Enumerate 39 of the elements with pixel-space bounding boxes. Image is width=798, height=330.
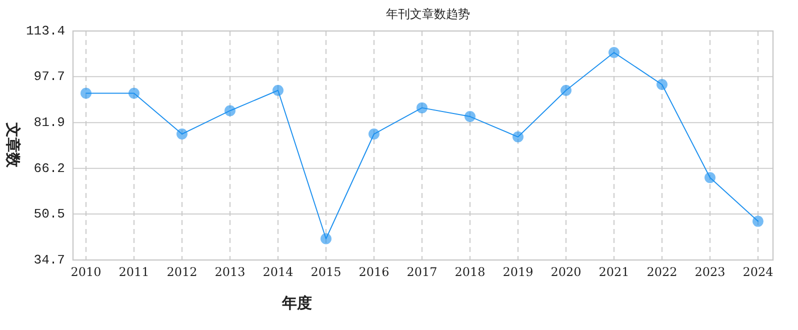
x-tick-label: 2022 [646,265,678,279]
point [80,88,92,99]
y-tick-label: 113.4 [26,24,66,38]
x-tick-label: 2011 [118,265,150,279]
x-tick-label: 2017 [406,265,438,279]
y-tick-label: 50.5 [34,206,65,222]
point [272,84,284,96]
point [368,128,380,140]
x-tick-label: 2023 [694,265,726,279]
y-tick-label: 66.2 [34,160,65,176]
x-tick-label: 2013 [214,265,246,279]
point [560,84,572,96]
x-tick-label: 2024 [742,265,774,279]
point [656,79,668,90]
chart-title: 年刊文章数趋势 [386,7,470,21]
point [128,88,140,99]
x-tick-label: 2010 [70,265,102,279]
x-tick-label: 2020 [550,265,582,279]
x-tick-label: 2021 [598,265,630,279]
x-tick-label: 2014 [262,265,294,279]
point [608,47,620,58]
y-tick-label: 34.7 [34,252,65,268]
point [512,131,524,142]
point [416,102,428,114]
x-tick-label: 2019 [502,265,534,279]
x-tick-label: 2018 [454,265,486,279]
y-tick-label: 97.7 [34,69,65,84]
y-axis-title: 文章数 [4,122,22,168]
point [176,128,188,140]
point [224,105,236,116]
point [752,216,764,227]
point [320,233,332,244]
x-tick-label: 2016 [358,265,390,279]
point [704,172,716,184]
x-tick-label: 2015 [310,265,342,279]
y-tick-label: 81.9 [34,115,65,130]
x-axis-title: 年度 [281,294,312,312]
x-tick-label: 2012 [166,265,198,279]
point [464,111,476,122]
